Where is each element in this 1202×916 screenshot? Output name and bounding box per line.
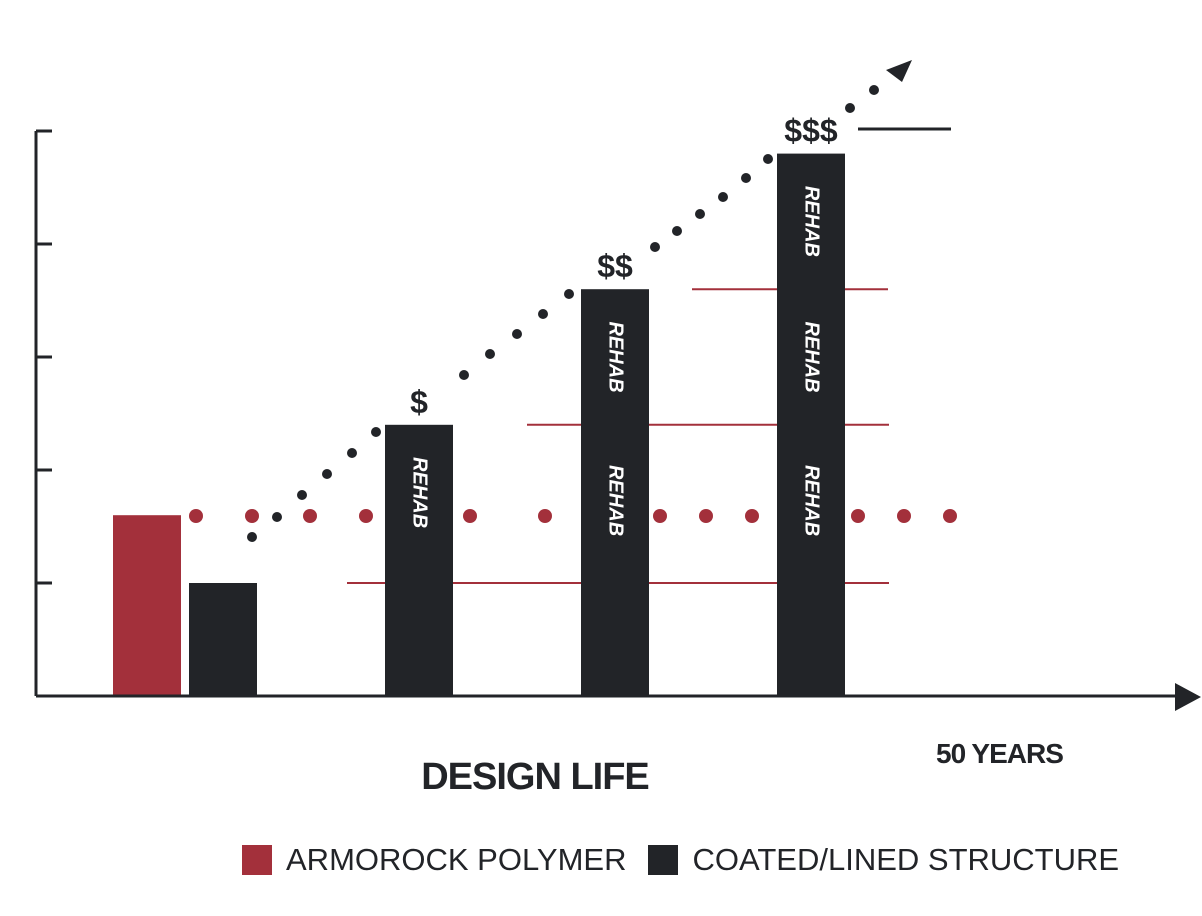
trend-dot	[564, 289, 574, 299]
legend-swatch-coated	[648, 845, 679, 875]
trend-dot	[650, 242, 660, 252]
legend-label-armorock: ARMOROCK POLYMER	[286, 842, 627, 877]
bar-coated-3	[581, 289, 649, 696]
armorock-dot	[245, 509, 259, 523]
armorock-dot	[303, 509, 317, 523]
armorock-dot	[189, 509, 203, 523]
cost-label-4: $$$	[784, 113, 838, 149]
trend-dot	[869, 85, 879, 95]
armorock-dot	[538, 509, 552, 523]
cost-label-2: $	[410, 384, 428, 420]
armorock-dot	[463, 509, 477, 523]
rehab-label: REHAB	[409, 457, 431, 528]
x-axis-label: DESIGN LIFE	[421, 756, 650, 798]
bar-coated-4	[777, 153, 845, 697]
rehab-label: REHAB	[801, 186, 823, 257]
trend-dot	[272, 512, 282, 522]
trend-dot	[247, 532, 257, 542]
trend-dot	[322, 469, 332, 479]
rehab-label: REHAB	[605, 321, 627, 392]
trend-arrowhead	[886, 60, 912, 82]
rehab-label: REHAB	[605, 465, 627, 536]
trend-dot	[297, 490, 307, 500]
trend-dot	[512, 329, 522, 339]
rehab-label: REHAB	[801, 465, 823, 536]
x-axis-end-label: 50 YEARS	[936, 738, 1064, 769]
trend-dot	[538, 309, 548, 319]
rehab-label: REHAB	[801, 321, 823, 392]
x-axis-arrowhead	[1175, 683, 1201, 711]
armorock-dot	[359, 509, 373, 523]
armorock-dot	[699, 509, 713, 523]
armorock-dot	[851, 509, 865, 523]
bar-coated-2	[385, 424, 453, 696]
legend-item-armorock: ARMOROCK POLYMER	[242, 842, 626, 878]
trend-dot	[718, 192, 728, 202]
armorock-dot	[745, 509, 759, 523]
trend-dot	[459, 370, 469, 380]
cost-label-3: $$	[597, 248, 633, 284]
bar-armorock	[113, 515, 181, 696]
legend-label-coated: COATED/LINED STRUCTURE	[692, 842, 1120, 877]
trend-dot	[763, 154, 773, 164]
legend-swatch-armorock	[242, 845, 272, 875]
armorock-dot	[943, 509, 957, 523]
armorock-dot	[653, 509, 667, 523]
bar-coated-1	[189, 583, 257, 696]
trend-dot	[347, 448, 357, 458]
legend-item-coated: COATED/LINED STRUCTURE	[648, 842, 1119, 878]
trend-dot	[485, 349, 495, 359]
trend-dot	[741, 173, 751, 183]
armorock-dot	[897, 509, 911, 523]
trend-dot	[371, 427, 381, 437]
legend: ARMOROCK POLYMER COATED/LINED STRUCTURE	[242, 840, 1141, 880]
trend-dot	[845, 103, 855, 113]
trend-dot	[672, 226, 682, 236]
trend-dot	[695, 209, 705, 219]
